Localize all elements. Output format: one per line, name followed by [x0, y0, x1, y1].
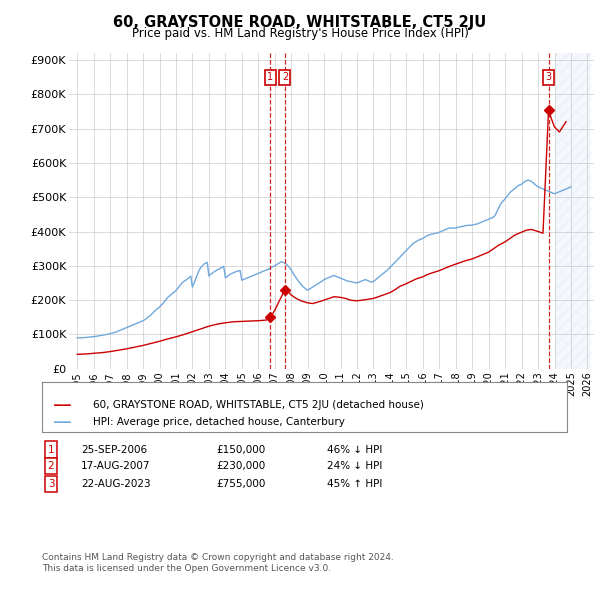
Text: 17-AUG-2007: 17-AUG-2007 [81, 461, 151, 471]
Bar [554, 53, 591, 369]
Text: £755,000: £755,000 [216, 479, 265, 489]
Text: 25-SEP-2006: 25-SEP-2006 [81, 445, 147, 454]
Text: 24% ↓ HPI: 24% ↓ HPI [327, 461, 382, 471]
Text: 1: 1 [267, 72, 274, 82]
Text: 60, GRAYSTONE ROAD, WHITSTABLE, CT5 2JU: 60, GRAYSTONE ROAD, WHITSTABLE, CT5 2JU [113, 15, 487, 30]
Text: HPI: Average price, detached house, Canterbury: HPI: Average price, detached house, Cant… [93, 417, 345, 427]
Text: 2: 2 [282, 72, 288, 82]
Text: This data is licensed under the Open Government Licence v3.0.: This data is licensed under the Open Gov… [42, 565, 331, 573]
Text: ——: —— [54, 415, 71, 429]
Text: 60, GRAYSTONE ROAD, WHITSTABLE, CT5 2JU (detached house): 60, GRAYSTONE ROAD, WHITSTABLE, CT5 2JU … [93, 401, 424, 410]
Text: £150,000: £150,000 [216, 445, 265, 454]
Text: 3: 3 [545, 72, 551, 82]
Text: 1: 1 [47, 445, 55, 454]
Text: 46% ↓ HPI: 46% ↓ HPI [327, 445, 382, 454]
Text: 45% ↑ HPI: 45% ↑ HPI [327, 479, 382, 489]
Text: 2: 2 [47, 461, 55, 471]
Text: £230,000: £230,000 [216, 461, 265, 471]
Text: Price paid vs. HM Land Registry's House Price Index (HPI): Price paid vs. HM Land Registry's House … [131, 27, 469, 40]
Text: Contains HM Land Registry data © Crown copyright and database right 2024.: Contains HM Land Registry data © Crown c… [42, 553, 394, 562]
Text: 22-AUG-2023: 22-AUG-2023 [81, 479, 151, 489]
Text: 3: 3 [47, 479, 55, 489]
Text: ——: —— [54, 398, 71, 412]
